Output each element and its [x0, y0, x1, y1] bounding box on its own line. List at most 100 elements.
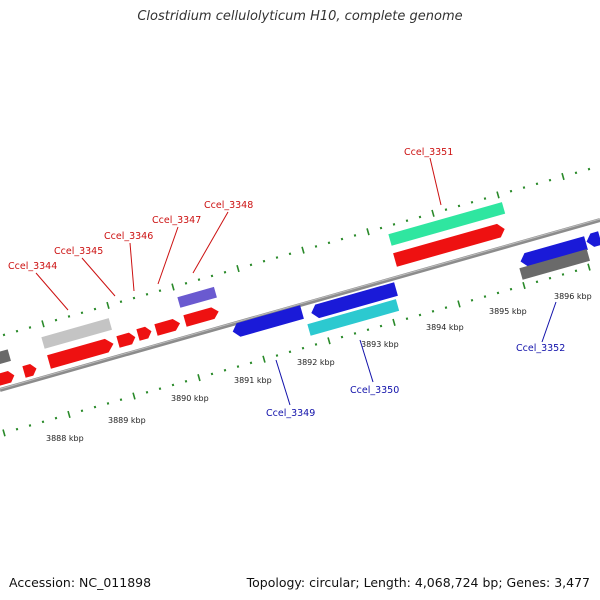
minor-tick	[574, 171, 578, 175]
gene-feature[interactable]	[519, 236, 588, 268]
minor-tick	[15, 329, 19, 333]
gene-feature[interactable]	[0, 370, 16, 386]
major-tick	[587, 263, 591, 271]
minor-tick	[236, 365, 240, 368]
gene-label-ccel-3347[interactable]: Ccel_3347	[152, 215, 201, 226]
major-tick	[431, 209, 435, 217]
gene-label-ccel-3352[interactable]: Ccel_3352	[516, 343, 565, 354]
scale-labels: 3888 kbp 3889 kbp 3890 kbp 3891 kbp 3892 kbp…	[46, 292, 592, 443]
gene-feature[interactable]	[0, 349, 11, 366]
minor-tick	[288, 350, 292, 354]
minor-tick	[145, 391, 149, 394]
minor-tick	[93, 307, 97, 311]
scale-label: 3895 kbp	[489, 307, 527, 316]
minor-tick	[223, 270, 227, 274]
minor-tick	[340, 335, 344, 339]
minor-tick	[353, 234, 357, 237]
leader-line	[192, 211, 229, 274]
minor-tick	[262, 259, 266, 263]
gene-feature[interactable]	[22, 363, 38, 378]
gene-feature[interactable]	[393, 222, 507, 267]
minor-tick	[522, 186, 526, 189]
minor-tick	[392, 223, 396, 226]
gene-label-ccel-3348[interactable]: Ccel_3348	[204, 200, 253, 211]
leader-line	[359, 339, 374, 383]
minor-tick	[457, 204, 461, 208]
accession-label: Accession: NC_011898	[9, 575, 152, 590]
scale-label: 3889 kbp	[108, 416, 146, 425]
minor-tick	[106, 402, 110, 405]
minor-tick	[171, 383, 175, 387]
major-tick	[262, 355, 266, 363]
major-tick	[366, 228, 370, 236]
leader-line	[429, 157, 442, 206]
minor-tick	[184, 379, 188, 383]
gene-feature[interactable]	[183, 306, 220, 327]
minor-tick	[275, 256, 279, 259]
minor-tick	[405, 317, 409, 321]
minor-tick	[366, 328, 370, 332]
minor-tick	[249, 361, 253, 365]
genome-summary: Topology: circular; Length: 4,068,724 bp…	[246, 575, 590, 590]
major-tick	[561, 172, 565, 181]
gene-feature[interactable]	[47, 337, 115, 369]
minor-tick	[470, 200, 474, 204]
gene-label-ccel-3344[interactable]: Ccel_3344	[8, 261, 57, 272]
major-tick	[2, 429, 6, 437]
minor-tick	[561, 273, 565, 276]
minor-tick	[509, 287, 513, 291]
minor-tick	[197, 278, 201, 281]
minor-tick	[119, 300, 123, 304]
gene-labels: Ccel_3344 Ccel_3345 Ccel_3346 Ccel_3347 …	[8, 147, 565, 419]
gene-feature-ccel-3349[interactable]	[231, 305, 304, 338]
minor-tick	[353, 332, 357, 335]
major-tick	[301, 246, 305, 254]
minor-tick	[379, 324, 383, 328]
minor-tick	[132, 296, 136, 300]
major-tick	[496, 191, 500, 199]
minor-tick	[28, 326, 32, 329]
minor-tick	[548, 276, 552, 280]
gene-feature-ccel-3351[interactable]	[388, 202, 506, 246]
gene-feature-ccel-3352[interactable]	[519, 249, 590, 280]
gene-feature[interactable]	[585, 231, 600, 248]
major-tick	[327, 337, 331, 345]
minor-tick	[340, 237, 344, 241]
minor-tick	[119, 398, 123, 402]
gene-label-ccel-3349[interactable]: Ccel_3349	[266, 408, 315, 419]
gene-feature-ccel-3346[interactable]	[136, 325, 153, 341]
minor-tick	[223, 368, 227, 372]
gene-label-ccel-3345[interactable]: Ccel_3345	[54, 246, 103, 257]
major-tick	[236, 264, 240, 273]
leader-line	[129, 242, 135, 292]
major-tick	[132, 392, 136, 400]
scale-label: 3891 kbp	[234, 376, 272, 385]
gene-feature-ccel-3345[interactable]	[116, 331, 137, 348]
scale-label: 3888 kbp	[46, 434, 84, 443]
major-tick	[457, 300, 461, 308]
tick-rows	[2, 167, 591, 437]
genome-backbone	[0, 218, 600, 392]
scale-label: 3893 kbp	[361, 340, 399, 349]
gene-feature[interactable]	[309, 282, 398, 319]
minor-tick	[314, 245, 318, 248]
gene-feature-ccel-3347[interactable]	[154, 317, 181, 336]
major-tick	[41, 320, 45, 328]
minor-tick	[431, 309, 435, 313]
minor-tick	[483, 197, 487, 200]
minor-tick	[587, 167, 591, 171]
gene-label-ccel-3350[interactable]: Ccel_3350	[350, 385, 399, 396]
gene-label-ccel-3351[interactable]: Ccel_3351	[404, 147, 453, 158]
gene-label-ccel-3346[interactable]: Ccel_3346	[104, 231, 153, 242]
minor-tick	[301, 346, 305, 350]
gene-features	[0, 202, 600, 386]
gene-feature-ccel-3344[interactable]	[41, 318, 112, 349]
minor-tick	[15, 427, 19, 431]
minor-tick	[379, 226, 383, 230]
minor-tick	[41, 420, 45, 424]
gene-feature-ccel-3348[interactable]	[177, 286, 217, 308]
minor-tick	[314, 343, 318, 346]
minor-tick	[158, 289, 162, 293]
gene-feature-ccel-3350[interactable]	[307, 299, 400, 336]
minor-tick	[210, 274, 214, 278]
